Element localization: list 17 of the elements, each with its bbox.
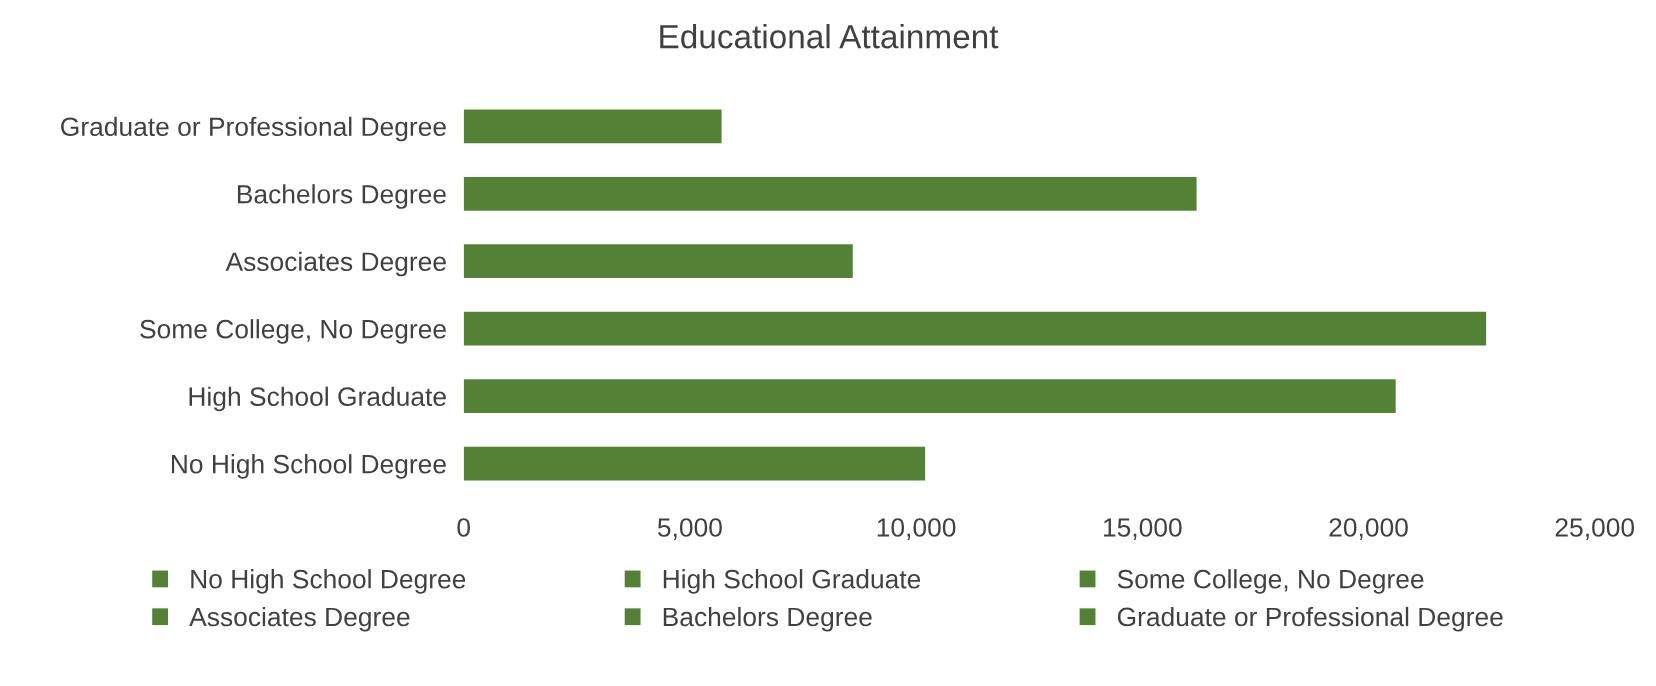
legend-label: High School Graduate [663,569,921,594]
y-tick-label: Graduate or Professional Degree [61,116,446,142]
x-tick-label: 0 [457,518,470,537]
legend-label: Graduate or Professional Degree [1117,606,1503,632]
x-tick-label: 5,000 [657,518,722,540]
y-tick-label: Some College, No Degree [140,319,446,344]
y-tick-label: Bachelors Degree [237,184,446,209]
legend-label: Bachelors Degree [663,606,872,632]
legend-label: Some College, No Degree [1117,569,1424,594]
y-tick-label: Associates Degree [225,251,446,277]
x-tick-label: 15,000 [1103,518,1182,540]
x-tick-label: 20,000 [1329,518,1408,540]
chart-title: Educational Attainment [660,24,999,49]
y-tick-label: High School Graduate [189,386,446,412]
y-tick-label: No High School Degree [171,454,446,479]
x-tick-label: 25,000 [1555,518,1635,540]
x-tick-label: 10,000 [877,518,956,540]
